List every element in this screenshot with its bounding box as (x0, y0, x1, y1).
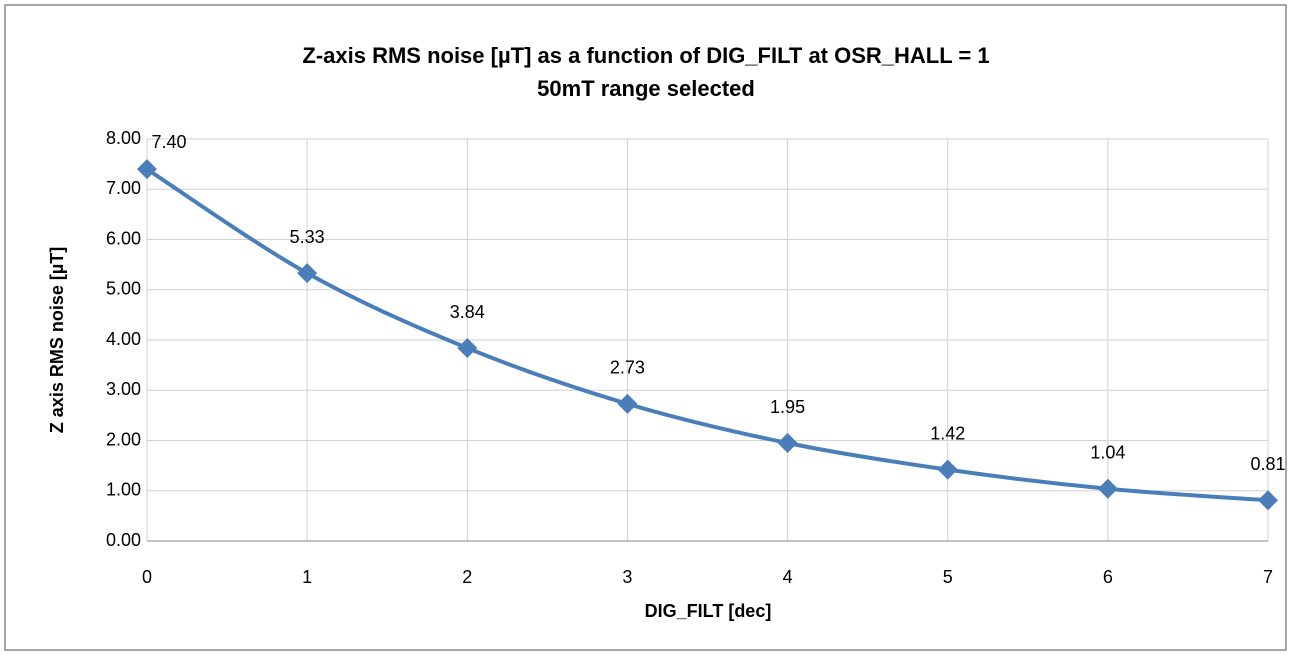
y-tick-label: 0.00 (106, 530, 141, 550)
data-label: 2.73 (610, 358, 645, 378)
x-tick-label: 0 (142, 567, 152, 587)
marker (937, 459, 958, 480)
chart-title: Z-axis RMS noise [µT] as a function of D… (302, 43, 989, 68)
x-axis-label: DIG_FILT [dec] (645, 601, 772, 621)
x-tick-label: 1 (302, 567, 312, 587)
x-tick-label: 3 (622, 567, 632, 587)
x-tick-label: 6 (1103, 567, 1113, 587)
series-line (145, 167, 1269, 503)
y-tick-label: 4.00 (106, 329, 141, 349)
data-label: 1.04 (1090, 442, 1125, 462)
y-tick-label: 8.00 (106, 128, 141, 148)
y-tick-label: 6.00 (106, 228, 141, 248)
y-tick-label: 2.00 (106, 429, 141, 449)
marker (777, 433, 798, 454)
y-axis-label: Z axis RMS noise [µT] (47, 247, 67, 433)
data-label: 1.95 (770, 397, 805, 417)
data-label: 3.84 (450, 302, 485, 322)
marker (1097, 478, 1118, 499)
marker (617, 393, 638, 414)
y-tick-label: 1.00 (106, 480, 141, 500)
x-tick-label: 4 (783, 567, 793, 587)
x-tick-label: 5 (943, 567, 953, 587)
marker (1258, 490, 1278, 511)
chart-subtitle: 50mT range selected (537, 76, 755, 101)
chart-frame (4, 4, 1287, 651)
y-tick-label: 3.00 (106, 379, 141, 399)
x-tick-label: 7 (1263, 567, 1273, 587)
marker (137, 159, 157, 180)
x-tick-label: 2 (462, 567, 472, 587)
data-label: 1.42 (930, 423, 965, 443)
marker (457, 338, 478, 359)
y-tick-label: 5.00 (106, 279, 141, 299)
data-label: 5.33 (290, 227, 325, 247)
data-label: 7.40 (151, 132, 186, 152)
y-tick-label: 7.00 (106, 178, 141, 198)
data-label: 0.81 (1250, 454, 1285, 474)
marker (297, 263, 318, 284)
